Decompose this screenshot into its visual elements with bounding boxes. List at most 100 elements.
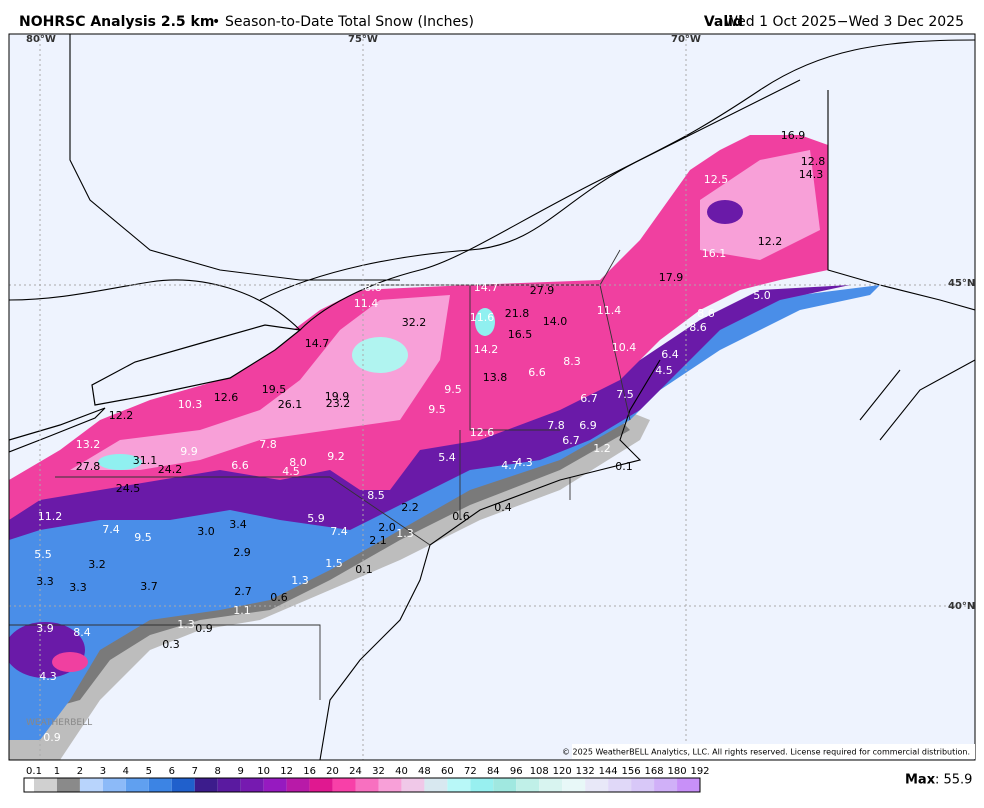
snow-value: 32.2 xyxy=(402,316,427,329)
colorbar-frame xyxy=(23,777,701,793)
colorbar-swatch xyxy=(102,778,126,792)
colorbar-swatch xyxy=(34,778,57,792)
lon-label: 75°W xyxy=(348,34,378,45)
colorbar-tick-label: 192 xyxy=(690,766,709,777)
colorbar-swatch xyxy=(447,778,471,792)
snow-area xyxy=(700,150,820,260)
snow-value: 0.4 xyxy=(494,501,512,514)
colorbar-swatch xyxy=(631,778,655,792)
snow-value: 14.7 xyxy=(474,281,499,294)
snow-value: 1.3 xyxy=(177,618,195,631)
colorbar-swatch xyxy=(562,778,586,792)
snow-value: 8.8 xyxy=(364,281,382,294)
colorbar-swatch xyxy=(217,778,241,792)
snow-value: 26.1 xyxy=(278,398,303,411)
snow-value: 19.5 xyxy=(262,383,287,396)
colorbar-swatch xyxy=(24,778,34,792)
colorbar-tick-label: 32 xyxy=(372,766,385,777)
max-label: Max xyxy=(905,773,936,788)
snow-value: 8.6 xyxy=(697,307,715,320)
snow-value: 7.4 xyxy=(102,523,120,536)
snow-value: 12.6 xyxy=(214,391,239,404)
snow-value: 2.2 xyxy=(401,501,419,514)
snow-value: 14.7 xyxy=(305,337,330,350)
snow-value: 13.8 xyxy=(483,371,508,384)
snow-value: 27.9 xyxy=(530,284,555,297)
snow-value: 12.2 xyxy=(109,409,134,422)
snow-value: 10.3 xyxy=(178,398,203,411)
snow-value: 12.5 xyxy=(704,173,729,186)
colorbar-swatch xyxy=(56,778,80,792)
snow-value: 6.4 xyxy=(661,348,679,361)
snow-value: 5.9 xyxy=(307,512,325,525)
snow-area xyxy=(707,200,743,224)
snow-value: 2.1 xyxy=(369,534,387,547)
value-labels: 16.9 12.814.3 12.5 12.2 16.1 17.9 5.0 8.68.6 11.… xyxy=(34,129,825,744)
colorbar-swatch xyxy=(493,778,517,792)
snow-value: 1.3 xyxy=(396,527,414,540)
snow-value: 16.9 xyxy=(781,129,806,142)
copyright-bg xyxy=(572,744,975,759)
lake xyxy=(91,324,302,406)
graticule xyxy=(9,34,975,760)
colorbar-tick-label: 7 xyxy=(192,766,198,777)
colorbar-tick-label: 96 xyxy=(510,766,523,777)
snow-value: 7.8 xyxy=(259,438,277,451)
snow-value: 0.6 xyxy=(270,591,288,604)
snow-value: 3.3 xyxy=(36,575,54,588)
colorbar-tick-label: 2 xyxy=(77,766,83,777)
snow-value: 4.3 xyxy=(39,670,57,683)
snow-value: 11.6 xyxy=(470,311,495,324)
colorbar: 0.1 1 2 3 4 5 6 7 8 9 10 12 16 20 24 32 40 48 60 72 84 96 108 1… xyxy=(23,766,710,793)
colorbar-tick-label: 9 xyxy=(238,766,244,777)
snow-value: 9.9 xyxy=(180,445,198,458)
snow-value: 24.2 xyxy=(158,463,183,476)
snow-value: 8.0 xyxy=(289,456,307,469)
colorbar-swatch xyxy=(470,778,494,792)
colorbar-tick-label: 168 xyxy=(645,766,664,777)
snow-value: 7.4 xyxy=(330,525,348,538)
snow-value: 11.4 xyxy=(354,297,379,310)
snow-value: 5.0 xyxy=(753,289,771,302)
snow-value: 21.8 xyxy=(505,307,530,320)
snow-value: 1.5 xyxy=(325,557,343,570)
snow-value: 8.5 xyxy=(367,489,385,502)
colorbar-swatch xyxy=(263,778,287,792)
colorbar-swatch xyxy=(148,778,172,792)
snow-value: 4.5 xyxy=(282,465,300,478)
colorbar-tick-label: 3 xyxy=(100,766,106,777)
snow-value: 0.1 xyxy=(615,460,633,473)
snow-value: 12.6 xyxy=(470,426,495,439)
snow-value: 6.7 xyxy=(580,392,598,405)
snow-value: 1.1 xyxy=(233,604,251,617)
snow-value: 3.9 xyxy=(36,622,54,635)
snow-value: 2.0 xyxy=(378,521,396,534)
snow-value: 13.2 xyxy=(76,438,101,451)
colorbar-tick-label: 48 xyxy=(418,766,431,777)
snow-value: 11.4 xyxy=(597,304,622,317)
colorbar-tick-label: 72 xyxy=(464,766,477,777)
snow-value: 12.2 xyxy=(758,235,783,248)
colorbar-swatch xyxy=(125,778,149,792)
snow-value: 0.9 xyxy=(43,731,61,744)
valid-label: Valid xyxy=(704,14,743,30)
snow-value: 0.6 xyxy=(452,510,470,523)
lat-label: 45°N xyxy=(948,278,975,289)
colorbar-swatch xyxy=(194,778,218,792)
snow-value: 2.7 xyxy=(234,585,252,598)
snow-value: 0.3 xyxy=(162,638,180,651)
snow-value: 6.7 xyxy=(562,434,580,447)
snow-value: 14.3 xyxy=(799,168,824,181)
snow-value: 17.9 xyxy=(659,271,684,284)
snow-value: 8.3 xyxy=(563,355,581,368)
colorbar-tick-label: 120 xyxy=(553,766,572,777)
colorbar-swatch xyxy=(539,778,563,792)
snow-value: 4.5 xyxy=(655,364,673,377)
colorbar-tick-label: 1 xyxy=(54,766,60,777)
snow-area xyxy=(352,337,408,373)
snow-value: 24.5 xyxy=(116,482,141,495)
snow-value: 3.0 xyxy=(197,525,215,538)
snow-value: 1.2 xyxy=(593,442,611,455)
snow-value: 9.5 xyxy=(428,403,446,416)
valid-period: Wed 1 Oct 2025−Wed 3 Dec 2025 xyxy=(724,14,964,30)
